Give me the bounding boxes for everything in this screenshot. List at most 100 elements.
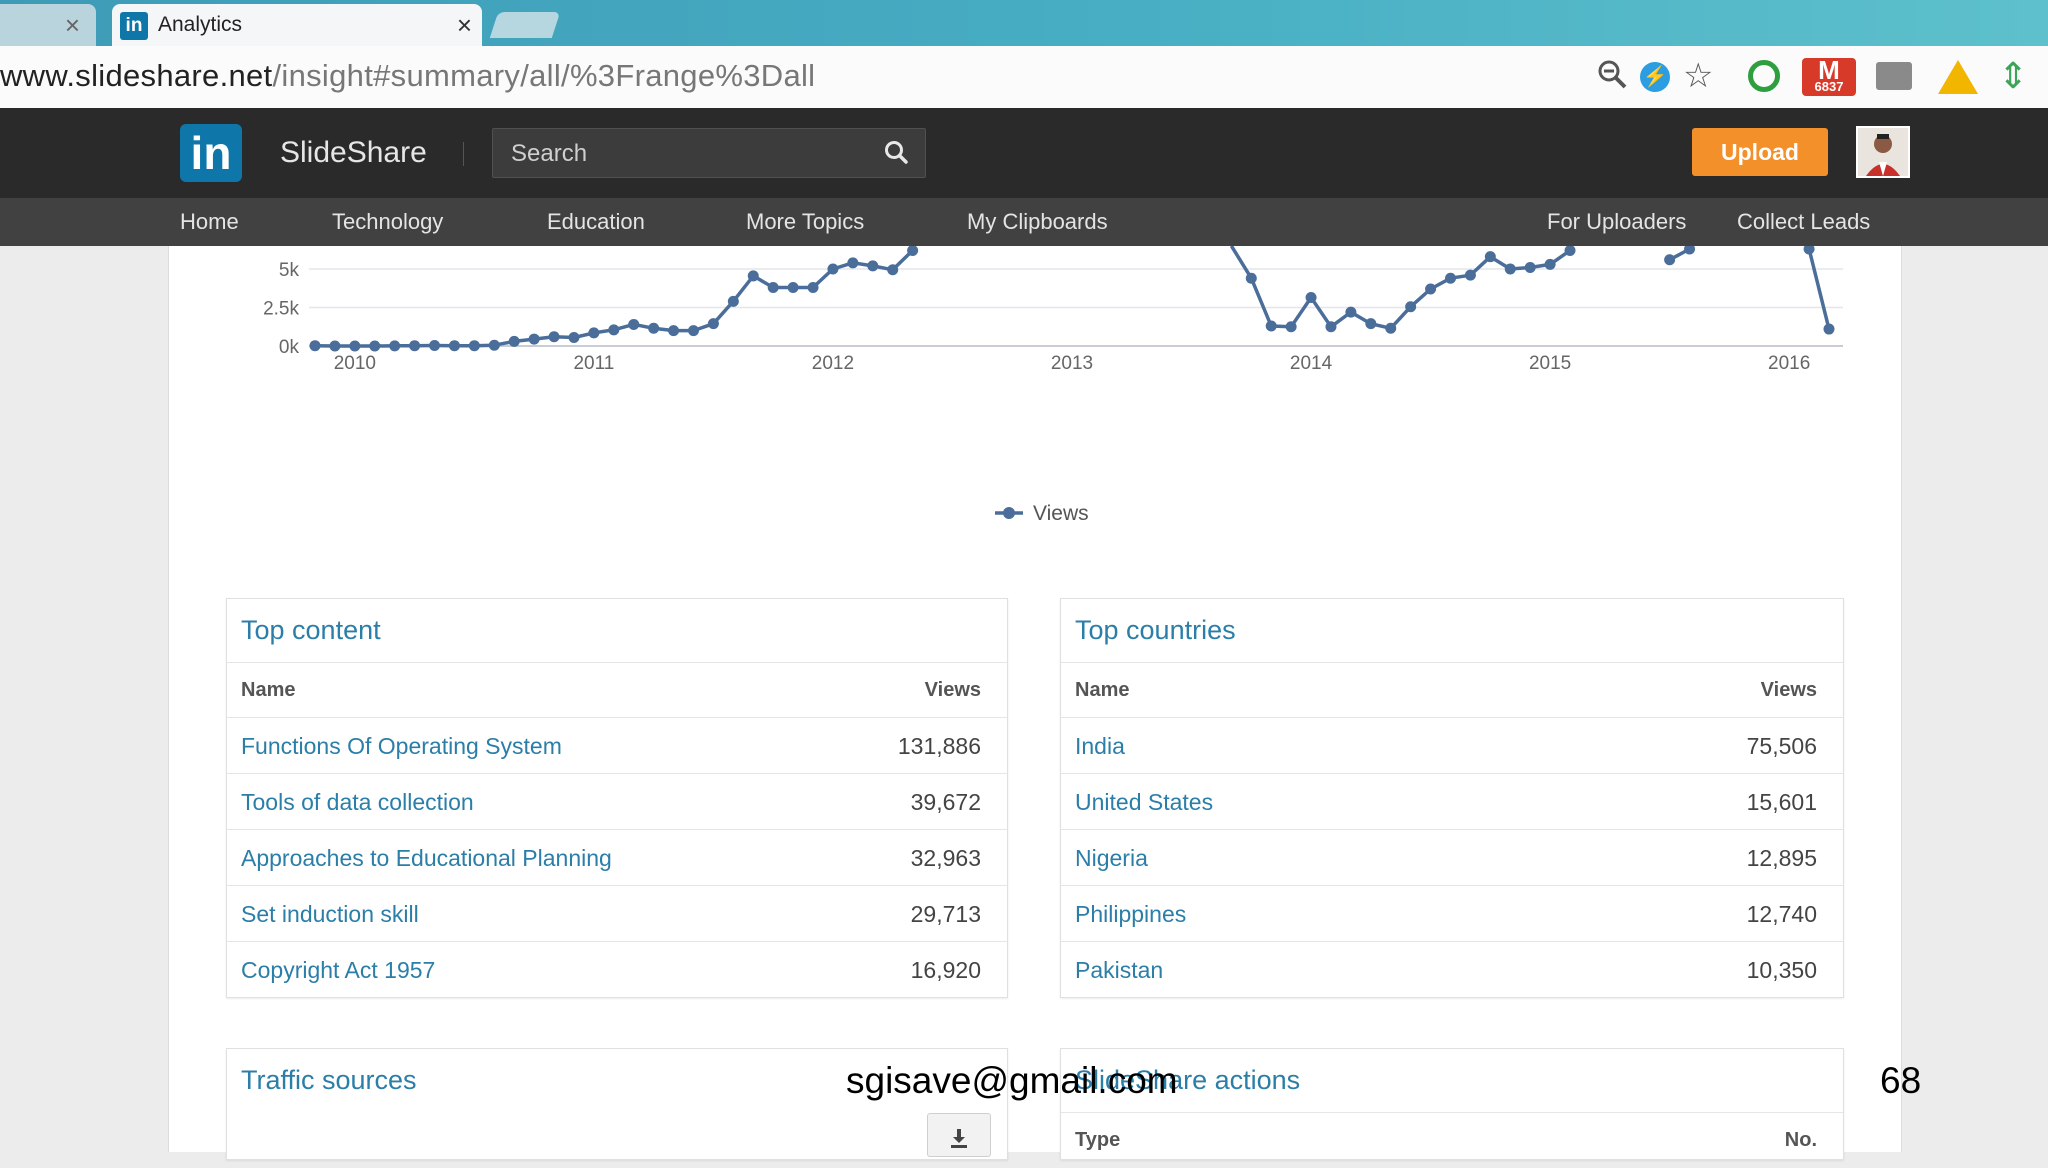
series-line [1229,246,1572,331]
data-point [1405,301,1417,313]
slideshare-actions-panel: SlideShare actions Type No. [1060,1048,1844,1160]
slideshare-actions-header: Type No. [1061,1112,1843,1168]
country-link[interactable]: India [1075,733,1125,759]
data-point [548,331,560,343]
tab-title: Analytics [158,13,243,36]
data-point [707,318,719,330]
x-tick-label: 2012 [812,353,854,374]
col-type-header: Type [1075,1129,1121,1151]
download-button[interactable] [927,1113,991,1157]
data-point [1564,246,1576,257]
table-row: Copyright Act 1957 16,920 [227,941,1007,998]
content-link[interactable]: Copyright Act 1957 [241,957,436,983]
table-row: Pakistan 10,350 [1061,941,1843,998]
search-input[interactable] [493,129,893,179]
data-point [1285,321,1297,333]
keyboard-extension-icon[interactable] [1876,62,1912,90]
download-icon [951,1129,967,1149]
x-tick-label: 2010 [334,353,376,374]
view-count: 39,672 [910,789,981,815]
table-row: Philippines 12,740 [1061,885,1843,942]
bookmark-star-icon[interactable]: ☆ [1683,57,1714,95]
content-link[interactable]: Tools of data collection [241,789,474,815]
data-point [1803,246,1815,255]
data-point [787,281,799,293]
country-link[interactable]: United States [1075,789,1214,815]
data-point [807,281,819,293]
nav-for-uploaders[interactable]: For Uploaders [1547,209,1687,234]
y-tick-label: 2.5k [263,299,299,320]
nav-home[interactable]: Home [180,209,239,234]
data-point [1664,254,1676,266]
country-link[interactable]: Pakistan [1075,957,1164,983]
nav-collect-leads[interactable]: Collect Leads [1737,209,1871,234]
data-point [1385,322,1397,334]
browser-tab-analytics[interactable]: in Analytics × [112,4,482,46]
user-photo-icon [1858,128,1908,176]
table-row: Nigeria 12,895 [1061,829,1843,886]
col-views-header: Views [924,679,981,701]
data-point [1305,291,1317,303]
data-point [409,340,421,352]
data-point [528,333,540,345]
browser-tab-previous[interactable]: × [0,4,96,46]
new-tab-button[interactable] [489,12,561,38]
content-link[interactable]: Approaches to Educational Planning [241,845,612,871]
q-extension-icon[interactable] [1748,60,1780,92]
data-point [1245,272,1257,284]
x-tick-label: 2014 [1290,353,1333,374]
upload-button[interactable]: Upload [1692,128,1828,176]
data-point [727,295,739,307]
nav-more-topics[interactable]: More Topics [746,209,865,234]
data-point [628,318,640,330]
data-point [668,325,680,337]
data-point [369,340,381,352]
data-point [1325,321,1337,333]
x-tick-label: 2013 [1051,353,1093,374]
data-point [1484,251,1496,263]
col-name-header: Name [241,679,296,701]
data-point [1345,306,1357,318]
col-no-header: No. [1784,1129,1817,1151]
data-point [907,246,919,257]
content-link[interactable]: Functions Of Operating System [241,733,562,759]
data-point [429,340,441,352]
data-point [309,340,321,352]
main-nav: Home Technology Education More Topics My… [0,198,2048,246]
data-point [747,270,759,282]
bolt-extension-icon[interactable]: ⚡ [1640,62,1670,92]
slideshare-logo-text[interactable]: SlideShare [280,136,427,169]
data-point [767,281,779,293]
user-avatar[interactable] [1856,126,1910,178]
country-link[interactable]: Philippines [1075,901,1187,927]
top-countries-panel: Top countries Name Views India 75,506 Uni… [1060,598,1844,998]
gmail-notifier-icon[interactable]: 6837 [1802,50,1856,96]
nav-technology[interactable]: Technology [332,209,444,234]
content-link[interactable]: Set induction skill [241,901,419,927]
nav-my-clipboards[interactable]: My Clipboards [967,209,1108,234]
linkedin-logo[interactable]: in [180,124,242,182]
address-bar[interactable]: www.slideshare.net/insight#summary/all/%… [0,46,2048,109]
nav-education[interactable]: Education [547,209,645,234]
slide-page-number: 68 [1880,1060,1922,1101]
data-point [1524,261,1536,273]
zoom-icon[interactable] [1596,58,1632,94]
data-point [1265,320,1277,332]
top-countries-title: Top countries [1075,615,1236,645]
table-row: Functions Of Operating System 131,886 [227,717,1007,774]
table-row: Set induction skill 29,713 [227,885,1007,942]
google-drive-icon[interactable] [1938,60,1978,94]
data-point [1445,272,1456,284]
data-point [847,257,859,269]
country-link[interactable]: Nigeria [1075,845,1148,871]
view-count: 16,920 [910,957,981,983]
data-point [349,340,361,352]
close-tab-icon[interactable]: × [456,10,472,40]
arrows-extension-icon[interactable]: ⇕ [1998,55,2029,96]
data-point [648,322,660,334]
close-tab-icon[interactable]: × [64,10,80,40]
search-icon[interactable] [883,139,909,165]
table-row: Approaches to Educational Planning 32,963 [227,829,1007,886]
url-text[interactable]: www.slideshare.net/insight#summary/all/%… [0,58,816,93]
view-count: 131,886 [897,733,981,759]
